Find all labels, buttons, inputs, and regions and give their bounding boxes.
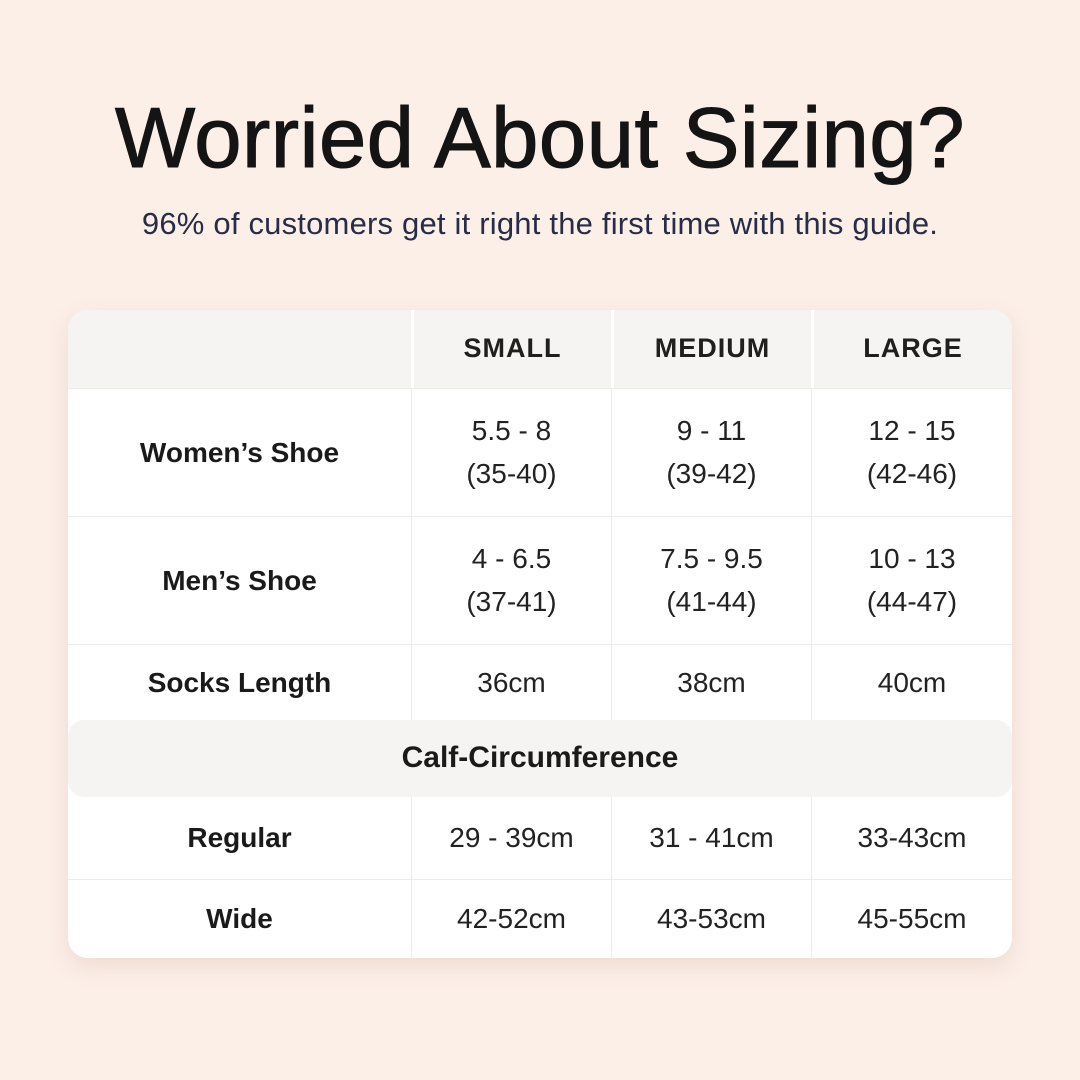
page-title: Worried About Sizing? bbox=[114, 90, 965, 186]
row-label-wide: Wide bbox=[68, 878, 411, 958]
table-header-small: SMALL bbox=[411, 309, 611, 388]
row-label-womens-shoe: Women’s Shoe bbox=[68, 387, 411, 516]
row-label-socks-length: Socks Length bbox=[68, 643, 411, 720]
table-cell: 38cm bbox=[611, 643, 811, 720]
table-header-large: LARGE bbox=[811, 309, 1012, 388]
table-cell: 43-53cm bbox=[611, 878, 811, 958]
table-cell: 5.5 - 8 (35-40) bbox=[411, 387, 611, 516]
table-header-medium: MEDIUM bbox=[611, 309, 811, 388]
cell-line: 4 - 6.5 bbox=[471, 543, 552, 574]
cell-line: (37-41) bbox=[466, 586, 557, 618]
cell-line: 29 - 39cm bbox=[449, 822, 574, 854]
cell-line: 36cm bbox=[477, 666, 546, 698]
table-cell: 45-55cm bbox=[811, 878, 1012, 958]
cell-line: 38cm bbox=[677, 666, 746, 698]
cell-line: (39-42) bbox=[666, 458, 757, 490]
sizing-guide-page: Worried About Sizing? 96% of customers g… bbox=[0, 90, 1080, 1080]
cell-line: 10 - 13 bbox=[868, 543, 956, 574]
cell-line: 5.5 - 8 bbox=[471, 415, 552, 446]
cell-line: 33-43cm bbox=[857, 822, 967, 854]
row-label-regular: Regular bbox=[187, 822, 292, 854]
cell-line: (41-44) bbox=[666, 586, 757, 618]
page-subtitle: 96% of customers get it right the first … bbox=[141, 205, 939, 241]
size-table-card: SMALL MEDIUM LARGE Women’s Shoe 5.5 - 8 … bbox=[68, 309, 1012, 958]
table-cell: 40cm bbox=[811, 643, 1012, 720]
cell-line: 12 - 15 bbox=[868, 415, 956, 446]
cell-line: 31 - 41cm bbox=[649, 822, 774, 854]
table-cell: 36cm bbox=[411, 643, 611, 720]
cell-line: (42-46) bbox=[866, 458, 958, 490]
cell-line: 45-55cm bbox=[857, 903, 967, 935]
cell-line: (35-40) bbox=[466, 458, 557, 490]
table-cell: 29 - 39cm bbox=[411, 796, 611, 879]
section-header-calf-circumference: Calf-Circumference bbox=[68, 719, 1012, 797]
table-cell: 33-43cm bbox=[811, 796, 1012, 879]
table-cell: 42-52cm bbox=[411, 878, 611, 958]
cell-line: 7.5 - 9.5 bbox=[660, 543, 763, 574]
table-cell: 4 - 6.5 (37-41) bbox=[411, 515, 611, 644]
size-table: SMALL MEDIUM LARGE Women’s Shoe 5.5 - 8 … bbox=[68, 309, 1012, 958]
cell-line: (44-47) bbox=[866, 586, 958, 618]
table-cell: 31 - 41cm bbox=[611, 796, 811, 879]
table-cell: 7.5 - 9.5 (41-44) bbox=[611, 515, 811, 644]
table-cell: 10 - 13 (44-47) bbox=[811, 515, 1012, 644]
cell-line: 42-52cm bbox=[457, 903, 566, 935]
cell-line: 9 - 11 bbox=[676, 415, 747, 446]
row-label-mens-shoe: Men’s Shoe bbox=[68, 515, 411, 644]
cell-line: 40cm bbox=[877, 666, 947, 698]
table-header-corner bbox=[68, 309, 411, 388]
table-cell: 9 - 11 (39-42) bbox=[611, 387, 811, 516]
cell-line: 43-53cm bbox=[657, 903, 766, 935]
table-cell: 12 - 15 (42-46) bbox=[811, 387, 1012, 516]
